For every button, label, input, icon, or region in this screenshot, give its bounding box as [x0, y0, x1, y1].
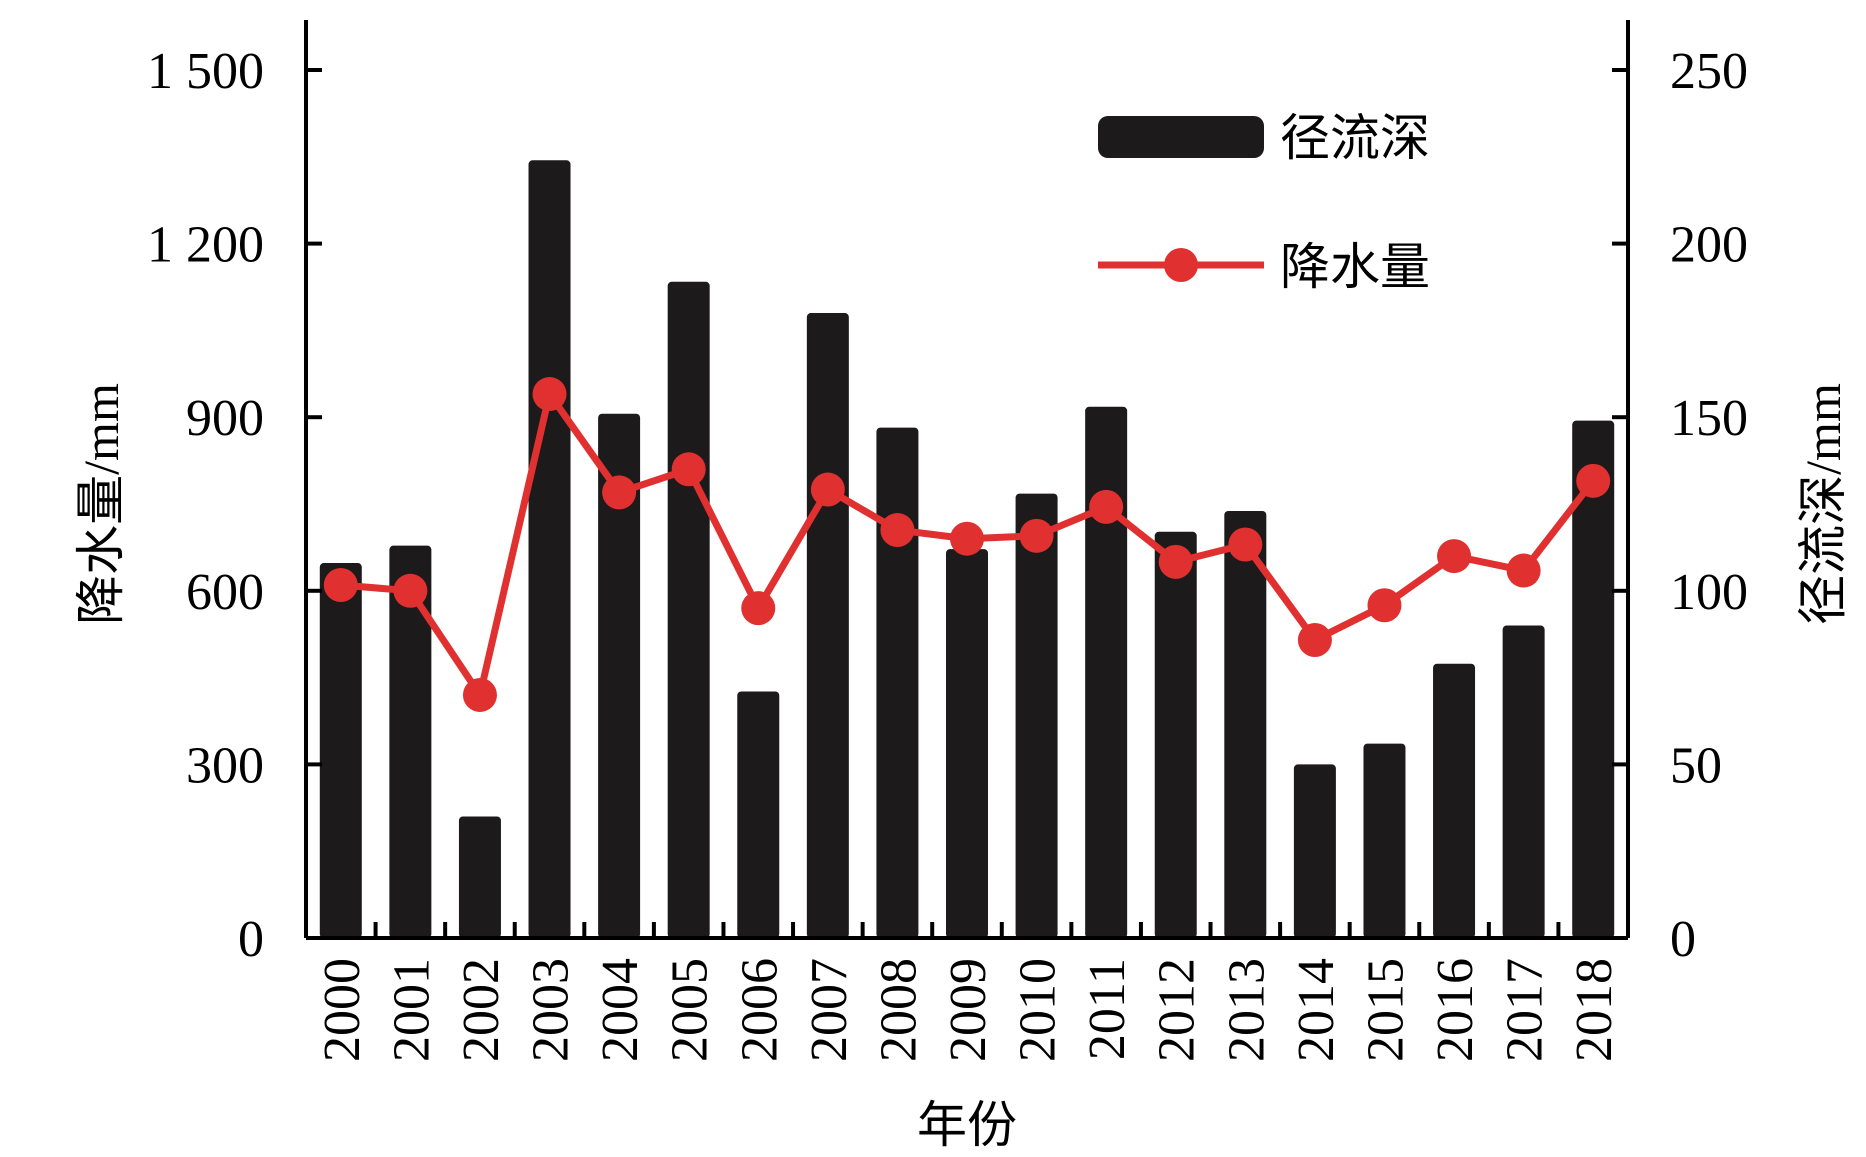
left-tick-label: 0	[238, 911, 264, 968]
x-tick-label: 2012	[1149, 958, 1206, 1062]
right-tick-label: 150	[1670, 390, 1748, 447]
precipitation-line-layer	[323, 377, 1611, 712]
runoff-bar-2010	[1015, 493, 1058, 938]
precipitation-point-2006	[741, 591, 776, 626]
precipitation-point-2016	[1437, 539, 1472, 574]
left-axis-title: 降水量/mm	[73, 383, 129, 625]
x-tick-label: 2001	[383, 958, 440, 1062]
left-axis-ticks: 0 300 600 900 1 200 1 500	[147, 43, 322, 968]
runoff-bar-2006	[737, 691, 780, 938]
precipitation-point-2011	[1089, 489, 1124, 524]
x-tick-label: 2018	[1566, 958, 1623, 1062]
legend-line-marker	[1164, 248, 1198, 282]
x-tick-label: 2017	[1497, 958, 1554, 1062]
runoff-bar-2014	[1293, 764, 1336, 938]
x-tick-label: 2011	[1079, 958, 1136, 1060]
x-tick-label: 2016	[1427, 958, 1484, 1062]
precipitation-point-2010	[1019, 518, 1054, 553]
axes	[304, 20, 1630, 940]
runoff-bar-2016	[1433, 663, 1476, 938]
precipitation-point-2009	[950, 521, 984, 556]
x-tick-label: 2002	[453, 958, 510, 1062]
right-tick-label: 100	[1670, 564, 1748, 621]
legend-bar-label: 径流深	[1280, 110, 1430, 166]
x-tick-label: 2003	[523, 958, 580, 1062]
right-tick-label: 200	[1670, 217, 1748, 274]
runoff-bar-2018	[1572, 420, 1615, 938]
right-axis-ticks: 0 50 100 150 200 250	[1612, 43, 1748, 968]
legend: 径流深 降水量	[1098, 110, 1430, 295]
precipitation-point-2012	[1158, 544, 1193, 579]
precipitation-point-2018	[1576, 463, 1611, 498]
right-tick-label: 0	[1670, 911, 1696, 968]
legend-bar-swatch	[1098, 116, 1264, 158]
runoff-bar-2015	[1363, 743, 1406, 938]
x-tick-label: 2005	[662, 958, 719, 1062]
runoff-bar-2011	[1085, 406, 1128, 938]
runoff-bar-2000	[319, 563, 362, 938]
runoff-bar-2008	[876, 427, 919, 938]
x-tick-label: 2009	[940, 958, 997, 1062]
precipitation-point-2014	[1297, 622, 1332, 657]
x-tick-label: 2007	[801, 958, 858, 1062]
runoff-bar-2001	[389, 545, 432, 938]
runoff-bar-2004	[598, 413, 641, 938]
precipitation-point-2008	[880, 513, 915, 548]
x-tick-label: 2010	[1010, 958, 1067, 1062]
runoff-bar-2009	[946, 549, 988, 938]
precipitation-point-2005	[671, 452, 706, 487]
runoff-bar-2002	[458, 816, 501, 938]
runoff-bar-2017	[1502, 625, 1545, 938]
left-tick-label: 1 200	[147, 217, 264, 274]
runoff-bar-2007	[806, 313, 849, 938]
x-tick-label: 2014	[1288, 958, 1345, 1062]
runoff-bars	[319, 160, 1615, 939]
left-tick-label: 300	[186, 737, 264, 794]
x-axis-title: 年份	[917, 1097, 1017, 1153]
precipitation-point-2013	[1228, 527, 1263, 562]
left-tick-label: 900	[186, 390, 264, 447]
precipitation-point-2002	[462, 677, 497, 712]
right-tick-label: 50	[1670, 737, 1722, 794]
x-tick-label: 2008	[870, 958, 927, 1062]
precipitation-point-2015	[1367, 588, 1402, 623]
precipitation-point-2017	[1506, 553, 1541, 588]
x-tick-label: 2000	[314, 958, 371, 1062]
x-tick-label: 2015	[1357, 958, 1414, 1062]
runoff-bar-2013	[1224, 510, 1267, 938]
x-axis-ticks: 2000 2001 2002 2003 2004 2005 2006 2007 2008 2009…	[304, 922, 1630, 1062]
left-tick-label: 1 500	[147, 43, 264, 100]
right-tick-label: 250	[1670, 43, 1748, 100]
left-tick-label: 600	[186, 564, 264, 621]
precipitation-point-2001	[393, 573, 428, 608]
precipitation-point-2003	[532, 377, 567, 412]
x-tick-label: 2013	[1218, 958, 1275, 1062]
precipitation-point-2000	[323, 568, 358, 603]
right-axis-title: 径流深/mm	[1795, 383, 1851, 625]
runoff-bar-2003	[528, 160, 571, 939]
x-tick-label: 2006	[731, 958, 788, 1062]
runoff-bar-2005	[667, 281, 710, 938]
runoff-bar-2012	[1154, 531, 1197, 938]
precipitation-point-2004	[602, 475, 637, 510]
precipitation-point-2007	[810, 472, 845, 507]
legend-line-label: 降水量	[1280, 239, 1430, 295]
x-tick-label: 2004	[592, 958, 649, 1062]
